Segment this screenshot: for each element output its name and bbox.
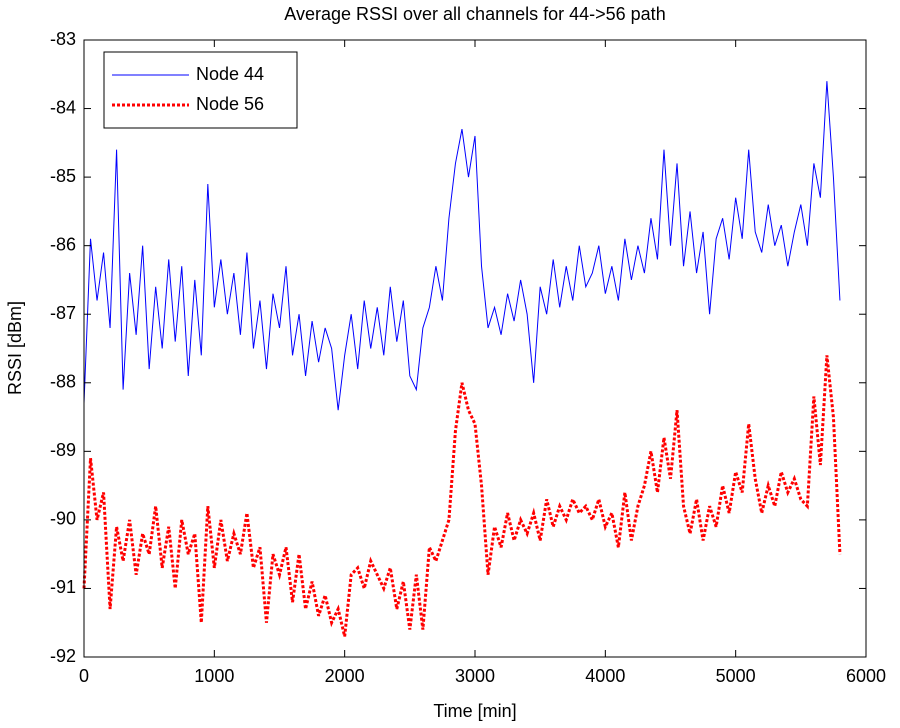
y-tick-label: -92 — [50, 646, 76, 666]
x-tick-label: 4000 — [585, 666, 625, 686]
y-tick-label: -85 — [50, 166, 76, 186]
x-tick-label: 1000 — [194, 666, 234, 686]
chart-title: Average RSSI over all channels for 44->5… — [284, 4, 665, 24]
legend-box — [103, 51, 298, 129]
data-line — [83, 81, 841, 411]
x-tick-label: 2000 — [325, 666, 365, 686]
y-tick-label: -91 — [50, 577, 76, 597]
x-tick-label: 6000 — [846, 666, 886, 686]
y-axis-label: RSSI [dBm] — [5, 301, 25, 395]
y-tick-label: -83 — [50, 29, 76, 49]
data-line — [82, 355, 842, 637]
y-tick-label: -86 — [50, 234, 76, 254]
y-tick-label: -88 — [50, 372, 76, 392]
legend-label: Node 44 — [196, 64, 264, 84]
y-tick-label: -87 — [50, 303, 76, 323]
x-tick-label: 3000 — [455, 666, 495, 686]
x-tick-label: 5000 — [716, 666, 756, 686]
x-axis-label: Time [min] — [433, 701, 516, 721]
y-tick-label: -90 — [50, 509, 76, 529]
legend-label: Node 56 — [196, 94, 264, 114]
y-tick-label: -89 — [50, 440, 76, 460]
y-tick-label: -84 — [50, 97, 76, 117]
x-tick-label: 0 — [79, 666, 89, 686]
